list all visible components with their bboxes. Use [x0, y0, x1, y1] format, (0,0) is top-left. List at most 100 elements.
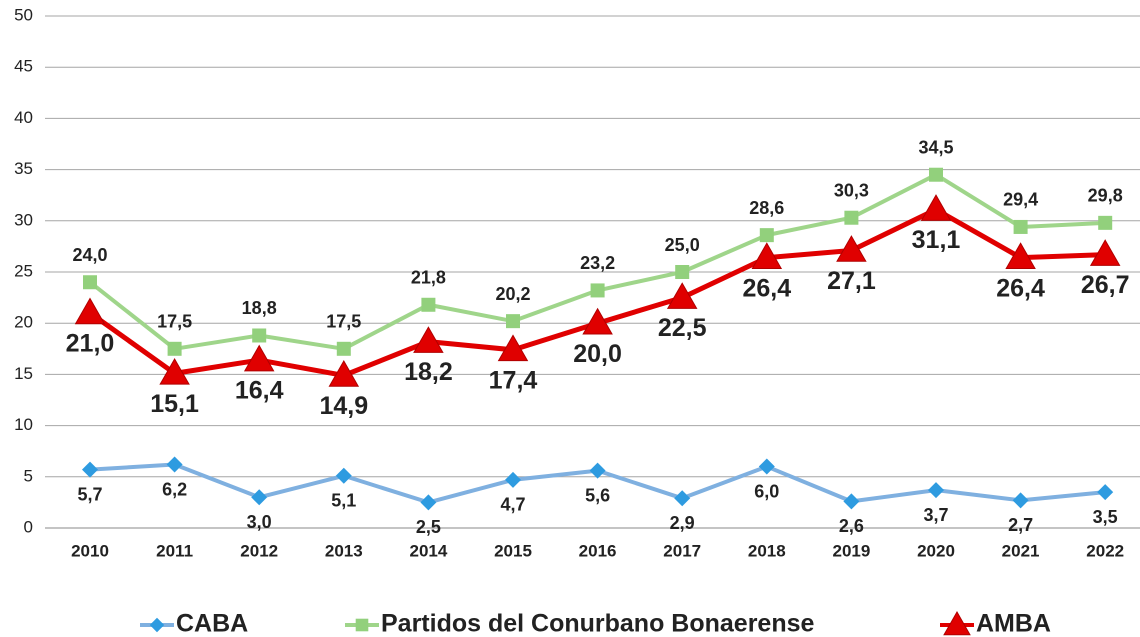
point	[74, 297, 106, 325]
data-label: 30,3	[834, 180, 869, 200]
data-label: 5,7	[77, 484, 102, 504]
y-tick-label: 20	[14, 313, 33, 332]
data-label: 5,1	[331, 491, 356, 511]
x-tick-label: 2019	[832, 541, 870, 560]
data-label: 4,7	[500, 495, 525, 515]
data-label: 24,0	[72, 245, 107, 265]
y-tick-label: 50	[14, 5, 33, 24]
x-tick-label: 2018	[748, 541, 786, 560]
point	[758, 458, 775, 475]
x-tick-label: 2022	[1086, 541, 1124, 560]
point	[413, 326, 444, 353]
point	[836, 235, 867, 262]
legend-marker	[149, 617, 165, 633]
point	[582, 307, 613, 335]
x-tick-label: 2013	[325, 541, 363, 560]
point	[159, 357, 190, 385]
y-tick-label: 35	[14, 159, 33, 178]
data-label: 17,5	[326, 312, 361, 332]
point	[420, 494, 437, 511]
point	[928, 482, 944, 499]
data-label: 3,7	[923, 505, 948, 525]
data-label: 14,9	[319, 392, 368, 420]
point	[1013, 219, 1028, 234]
y-tick-label: 5	[24, 466, 33, 485]
point	[929, 167, 943, 182]
point	[589, 462, 606, 479]
point	[674, 490, 691, 507]
point	[843, 493, 860, 510]
x-tick-label: 2021	[1002, 541, 1040, 560]
point	[166, 456, 183, 473]
point	[590, 283, 605, 298]
point	[505, 471, 521, 488]
point	[1098, 215, 1113, 230]
point	[167, 341, 182, 356]
data-label: 26,4	[996, 274, 1045, 302]
data-label: 21,8	[411, 268, 446, 288]
point	[82, 461, 98, 478]
x-tick-label: 2014	[409, 541, 447, 560]
data-label: 5,6	[585, 485, 610, 505]
point	[920, 194, 952, 221]
data-label: 3,0	[247, 512, 272, 532]
data-label: 29,8	[1088, 186, 1123, 206]
legend-marker	[355, 618, 369, 632]
point	[335, 467, 352, 484]
y-tick-label: 45	[14, 57, 33, 76]
point	[751, 242, 783, 269]
y-tick-label: 15	[14, 364, 33, 383]
data-label: 22,5	[658, 314, 707, 342]
y-tick-label: 10	[14, 415, 33, 434]
data-label: 20,0	[573, 340, 622, 368]
legend-label: CABA	[176, 610, 248, 637]
point	[1089, 239, 1121, 266]
point	[844, 210, 859, 225]
x-tick-label: 2012	[240, 541, 278, 560]
x-tick-label: 2016	[579, 541, 617, 560]
point	[1005, 242, 1036, 269]
data-label: 18,8	[242, 298, 277, 318]
x-tick-label: 2015	[494, 541, 532, 560]
data-label: 21,0	[66, 330, 115, 358]
x-tick-label: 2011	[156, 541, 193, 560]
data-label: 15,1	[150, 390, 199, 418]
data-label: 31,1	[912, 226, 961, 254]
x-tick-label: 2017	[663, 541, 701, 560]
data-label: 26,7	[1081, 271, 1130, 299]
point	[336, 341, 351, 356]
point	[83, 275, 97, 290]
data-label: 17,5	[157, 312, 192, 332]
data-label: 29,4	[1003, 190, 1038, 210]
legend-label: AMBA	[976, 610, 1051, 637]
legend-marker	[943, 611, 971, 636]
y-tick-label: 40	[14, 108, 33, 127]
point	[328, 360, 360, 387]
point	[675, 265, 690, 279]
point	[497, 334, 529, 362]
data-label: 6,0	[754, 481, 779, 501]
data-label: 6,2	[162, 479, 187, 499]
data-label: 3,5	[1093, 507, 1118, 527]
data-label: 26,4	[742, 274, 791, 302]
point	[421, 297, 436, 312]
point	[1097, 484, 1114, 501]
point	[759, 228, 774, 243]
y-tick-label: 25	[14, 261, 33, 280]
data-label: 2,9	[670, 513, 695, 533]
data-label: 16,4	[235, 377, 284, 405]
x-tick-label: 2020	[917, 541, 955, 560]
data-label: 18,2	[404, 358, 453, 386]
data-label: 25,0	[665, 235, 700, 255]
point	[252, 328, 267, 343]
point	[251, 489, 268, 506]
point	[666, 282, 698, 309]
data-label: 17,4	[489, 366, 538, 394]
point	[243, 344, 275, 372]
point	[1012, 492, 1029, 509]
y-tick-label: 0	[24, 517, 33, 536]
data-label: 23,2	[580, 253, 615, 273]
data-label: 27,1	[827, 267, 876, 295]
data-label: 2,6	[839, 516, 864, 536]
